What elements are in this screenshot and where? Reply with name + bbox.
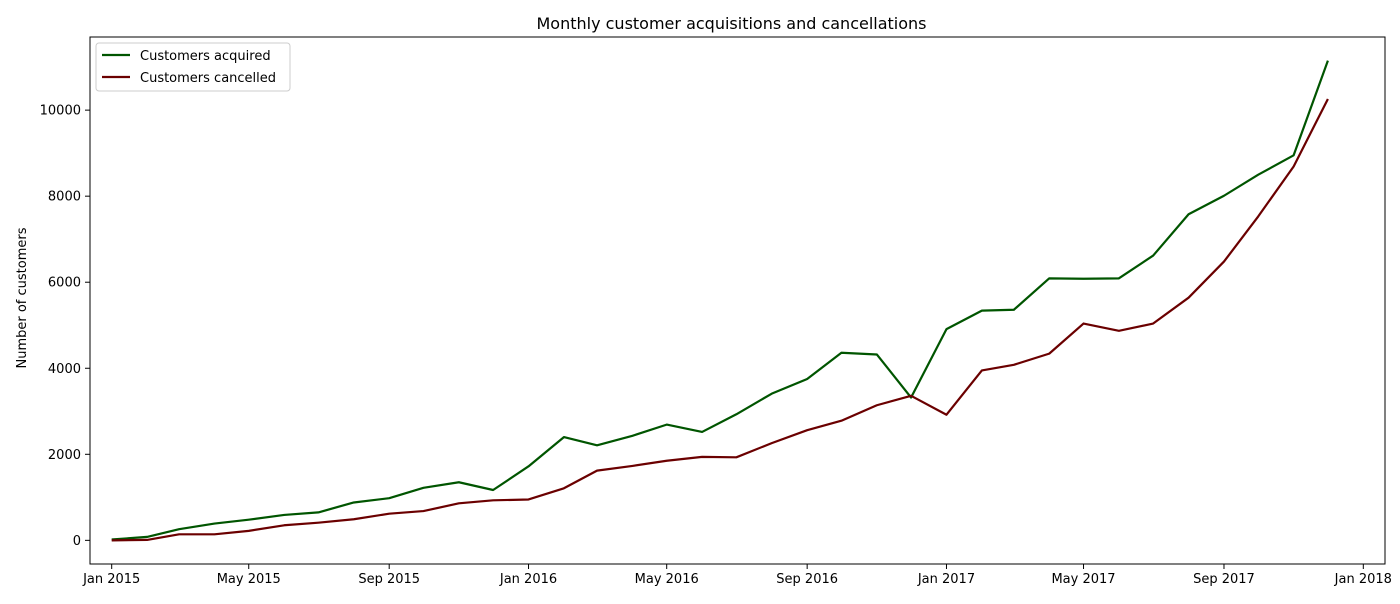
x-tick-label: Sep 2017	[1193, 572, 1255, 587]
y-axis-label: Number of customers	[15, 227, 30, 368]
series-line-acquired	[111, 60, 1329, 541]
y-tick-label: 4000	[48, 362, 81, 377]
legend-box	[95, 42, 291, 92]
x-tick-label: Sep 2015	[358, 572, 420, 587]
y-tick-label: 8000	[48, 190, 81, 205]
x-tick-label: Jan 2018	[1334, 572, 1392, 587]
x-tick-label: Jan 2017	[917, 572, 975, 587]
series-line-cancelled	[111, 98, 1329, 542]
x-tick-label: Sep 2016	[776, 572, 838, 587]
x-axis: Jan 2015 May 2015 Sep 2015 Jan 2016 May 2016…	[82, 564, 1392, 587]
y-axis: 0 2000 4000 6000 8000 10000	[40, 104, 90, 549]
chart-title: Monthly customer acquisitions and cancel…	[536, 14, 926, 33]
x-tick-label: Jan 2015	[82, 572, 140, 587]
legend-label: Customers acquired	[140, 49, 271, 64]
y-tick-label: 10000	[40, 104, 81, 119]
x-tick-label: May 2017	[1051, 572, 1115, 587]
y-tick-label: 2000	[48, 448, 81, 463]
x-tick-label: Jan 2016	[499, 572, 557, 587]
plot-frame	[89, 36, 1386, 565]
y-tick-label: 6000	[48, 276, 81, 291]
x-tick-label: May 2015	[217, 572, 281, 587]
legend-label: Customers cancelled	[140, 71, 276, 86]
x-tick-label: May 2016	[635, 572, 699, 587]
legend: Customers acquired Customers cancelled	[95, 42, 291, 92]
y-tick-label: 0	[73, 534, 81, 549]
series-layer	[111, 60, 1329, 542]
plot-area	[89, 36, 1386, 565]
